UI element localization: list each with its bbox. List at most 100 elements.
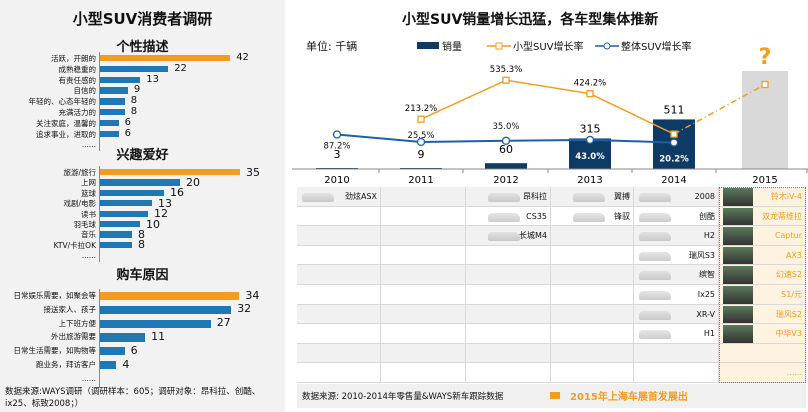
sales-bar bbox=[485, 163, 527, 169]
bar-value: 35 bbox=[246, 165, 260, 179]
bar-value: 22 bbox=[174, 62, 187, 74]
bar-label: 日常生活需要，如购物等 bbox=[13, 346, 97, 356]
car-image bbox=[639, 271, 671, 281]
model-cell: 劲炫ASX bbox=[297, 187, 381, 207]
model-cell bbox=[551, 363, 634, 383]
new-models-legend: 2015年上海车展首发展出 bbox=[570, 392, 688, 403]
overall-suv-growth-label: 20.2% bbox=[659, 155, 689, 165]
legend-overall-suv: 整体SUV增长率 bbox=[595, 38, 692, 53]
small-suv-growth-line bbox=[420, 79, 675, 135]
car-image bbox=[573, 193, 605, 202]
model-name: 铃木iV-4 bbox=[770, 192, 802, 201]
bar-value: 8 bbox=[130, 106, 138, 117]
bar bbox=[100, 109, 125, 116]
consumer-survey-panel: 小型SUV消费者调研 个性描述 活跃，开朗的 42 成熟稳重的 22 有责任感的 13 自信的… bbox=[0, 0, 285, 412]
small-suv-marker bbox=[670, 130, 678, 138]
model-cell bbox=[381, 343, 466, 364]
legend-square-marker-icon bbox=[487, 42, 511, 49]
model-name: XR-V bbox=[696, 309, 715, 319]
bar bbox=[100, 65, 169, 73]
small-suv-marker bbox=[761, 80, 769, 89]
model-cell bbox=[466, 304, 551, 325]
model-name: 昂科拉 bbox=[523, 192, 547, 201]
model-cell bbox=[297, 226, 381, 246]
more-indicator: ...... bbox=[81, 140, 96, 150]
model-cell bbox=[551, 226, 634, 246]
model-name: CS35 bbox=[526, 211, 547, 221]
model-cell bbox=[381, 226, 466, 246]
bar-label: 关注家庭，温馨的 bbox=[36, 118, 96, 128]
model-cell bbox=[551, 245, 634, 266]
model-cell: Ix25 bbox=[634, 285, 719, 305]
car-image bbox=[639, 212, 671, 222]
bar bbox=[100, 231, 132, 238]
model-cell bbox=[297, 304, 381, 325]
model-cell bbox=[551, 343, 634, 364]
bar-label: 活跃，开朗的 bbox=[51, 54, 96, 63]
x-tick-label: 2011 bbox=[408, 175, 433, 185]
model-name: Captur bbox=[774, 231, 802, 241]
car-image bbox=[639, 232, 671, 242]
survey-source: 数据来源:WAYS调研（调研样本：605；调研对象：昂科拉、创酷、ix25、标致… bbox=[5, 387, 261, 409]
bar-label: 羽毛球 bbox=[73, 220, 97, 229]
bar bbox=[100, 292, 240, 301]
car-image bbox=[488, 232, 520, 242]
model-cell bbox=[381, 324, 466, 344]
model-cell bbox=[381, 187, 466, 207]
bar-label: 音乐 bbox=[81, 230, 96, 240]
bar-label: 读书 bbox=[81, 209, 96, 219]
model-name: 瑞风S3 bbox=[688, 250, 715, 260]
bar-label: 戏剧/电影 bbox=[63, 199, 96, 209]
car-image bbox=[573, 212, 605, 222]
bar-value: 6 bbox=[130, 343, 138, 357]
overall-suv-marker bbox=[669, 138, 679, 147]
bar-label: 有责任感的 bbox=[58, 75, 97, 85]
unit-label: 单位: 千辆 bbox=[306, 40, 358, 53]
x-tick-label: 2014 bbox=[661, 175, 686, 185]
model-cell bbox=[297, 324, 381, 344]
small-suv-marker bbox=[502, 76, 510, 84]
bar bbox=[100, 210, 148, 217]
table-row bbox=[297, 285, 806, 305]
legend-swatch bbox=[417, 42, 439, 49]
bar bbox=[100, 119, 119, 127]
small-suv-growth-label: 213.2% bbox=[405, 104, 437, 114]
overall-suv-marker bbox=[416, 137, 426, 147]
model-cell bbox=[297, 265, 381, 285]
model-cell bbox=[634, 343, 719, 364]
model-name: 锋驭 bbox=[614, 211, 630, 221]
overall-suv-marker bbox=[501, 136, 511, 145]
bar-label: 上下班方便 bbox=[58, 318, 97, 328]
model-cell bbox=[297, 363, 381, 383]
model-cell bbox=[381, 363, 466, 383]
bar bbox=[100, 347, 125, 356]
model-name: 双龙蒂维拉 bbox=[762, 211, 802, 221]
more-indicator: ...... bbox=[81, 251, 96, 261]
x-tick-label: 2013 bbox=[577, 175, 602, 185]
bar-value: 13 bbox=[158, 196, 172, 210]
bar-label: 篮球 bbox=[81, 188, 96, 198]
bar-value: 13 bbox=[146, 73, 160, 85]
overall-suv-marker bbox=[585, 135, 595, 144]
overall-suv-growth-label: 87.2% bbox=[323, 142, 350, 152]
car-photo bbox=[723, 305, 753, 324]
bar-value: 27 bbox=[216, 316, 231, 330]
bar-label: 充满活力的 bbox=[58, 108, 97, 117]
overall-suv-growth-label: 35.0% bbox=[492, 122, 519, 132]
bar bbox=[100, 87, 128, 94]
model-cell bbox=[551, 304, 634, 325]
model-cell: H1 bbox=[634, 324, 719, 344]
table-row bbox=[297, 265, 806, 285]
model-name: 幻速S2 bbox=[775, 270, 802, 280]
sales-chart: ? 3 9 60 315 511 2010 2011 2012 2013 2014 2015 213.2… bbox=[292, 45, 808, 185]
model-name: ...... bbox=[786, 368, 802, 378]
model-cell bbox=[297, 285, 381, 305]
model-cell bbox=[466, 324, 551, 344]
table-row bbox=[297, 226, 806, 246]
bar bbox=[100, 319, 211, 328]
car-photo bbox=[723, 246, 753, 265]
legend-orange-swatch bbox=[550, 392, 560, 399]
model-cell bbox=[381, 304, 466, 325]
bar bbox=[100, 179, 180, 186]
car-image bbox=[639, 330, 671, 340]
